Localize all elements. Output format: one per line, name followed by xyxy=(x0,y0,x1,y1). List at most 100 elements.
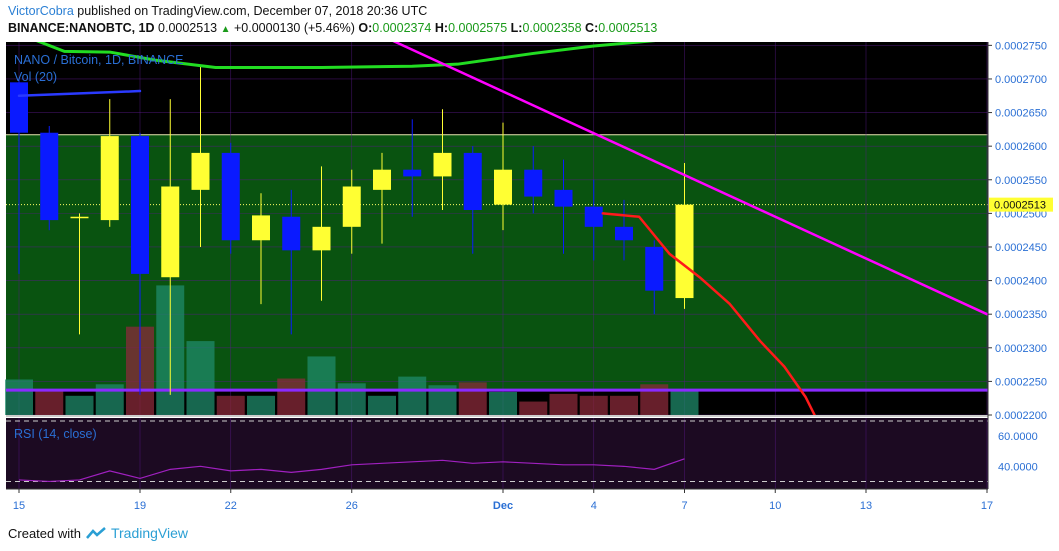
candle-body xyxy=(403,169,422,177)
time-tick-2: 22 xyxy=(225,500,237,512)
candle-20 xyxy=(615,199,633,261)
time-tick-5: 4 xyxy=(591,500,597,512)
candle-body xyxy=(252,215,270,241)
time-tick-7: 10 xyxy=(769,500,781,512)
symbol-ohlc-bar: BINANCE:NANOBTC, 1D 0.0002513 ▲ +0.00001… xyxy=(8,21,657,35)
candle-15 xyxy=(463,146,482,254)
volume-bar-9 xyxy=(277,378,306,415)
chart-title: NANO / Bitcoin, 1D, BINANCE xyxy=(14,53,184,67)
up-arrow-icon: ▲ xyxy=(220,24,231,35)
candle-10 xyxy=(312,166,331,301)
publish-info: VictorCobra published on TradingView.com… xyxy=(8,4,427,18)
open-label: O: xyxy=(358,21,373,35)
rsi-panel-bg xyxy=(6,418,988,489)
volume-bar-22 xyxy=(670,390,699,415)
time-tick-8: 13 xyxy=(860,500,872,512)
candle-4 xyxy=(131,132,149,395)
volume-bar-10 xyxy=(307,356,336,415)
candle-body xyxy=(463,152,482,211)
candle-22 xyxy=(675,162,694,309)
volume-bar-12 xyxy=(368,395,396,415)
blue-line xyxy=(17,89,142,98)
low-label: L: xyxy=(510,21,523,35)
volume-bar-20 xyxy=(610,395,638,415)
price-tick-9: 0.0002300 xyxy=(995,343,1047,355)
volume-bar-19 xyxy=(579,395,608,415)
volume-bar-18 xyxy=(549,393,578,415)
candle-5 xyxy=(161,99,180,395)
tradingview-brand[interactable]: TradingView xyxy=(110,525,189,541)
candle-19 xyxy=(584,179,603,261)
high-value: 0.0002575 xyxy=(448,21,508,35)
volume-bar-17 xyxy=(519,401,548,415)
candle-1 xyxy=(40,126,59,231)
price-tick-8: 0.0002350 xyxy=(995,309,1047,321)
price-tick-2: 0.0002650 xyxy=(995,108,1047,120)
volume-bar-16 xyxy=(489,391,517,415)
candle-body xyxy=(524,169,543,197)
last-price-badge-text: 0.0002513 xyxy=(994,200,1046,212)
candle-14 xyxy=(433,109,452,211)
volume-bar-7 xyxy=(216,395,245,415)
time-tick-3: 26 xyxy=(346,500,358,512)
volume-bar-8 xyxy=(247,395,275,415)
price-tick-6: 0.0002450 xyxy=(995,242,1047,254)
last-price-badge xyxy=(989,197,1053,212)
candle-body xyxy=(10,82,28,133)
price-tick-7: 0.0002400 xyxy=(995,276,1047,288)
time-tick-1: 19 xyxy=(134,500,146,512)
author-link[interactable]: VictorCobra xyxy=(8,4,74,18)
price-tick-4: 0.0002550 xyxy=(995,175,1047,187)
volume-bar-15 xyxy=(458,382,487,415)
volume-bar-13 xyxy=(398,376,427,415)
candle-body xyxy=(433,152,452,177)
symbol-label: BINANCE:NANOBTC, 1D xyxy=(8,21,155,35)
candle-body xyxy=(675,204,694,299)
candles xyxy=(10,65,694,395)
last-price: 0.0002513 xyxy=(158,21,218,35)
candle-body xyxy=(40,132,59,221)
volume-bar-0 xyxy=(5,379,33,415)
close-value: 0.0002513 xyxy=(598,21,658,35)
price-tick-0: 0.0002750 xyxy=(995,40,1047,52)
volume-bar-11 xyxy=(337,383,366,415)
green-moving-average xyxy=(36,42,655,70)
candle-body xyxy=(161,186,180,278)
candle-9 xyxy=(282,189,301,335)
descending-trend-line xyxy=(392,42,988,316)
candle-body xyxy=(282,216,301,251)
candle-11 xyxy=(342,169,361,254)
price-tick-10: 0.0002250 xyxy=(995,376,1047,388)
candle-18 xyxy=(554,159,573,254)
candle-body xyxy=(373,169,391,190)
low-value: 0.0002358 xyxy=(522,21,582,35)
price-tick-11: 0.0002200 xyxy=(995,410,1047,422)
price-tick-3: 0.0002600 xyxy=(995,141,1047,153)
candle-body xyxy=(312,226,331,251)
candle-body xyxy=(342,186,361,227)
rsi-line xyxy=(18,458,685,483)
rsi-label: RSI (14, close) xyxy=(14,427,97,441)
candle-body xyxy=(221,152,240,241)
time-tick-4: Dec xyxy=(493,500,513,512)
candle-body xyxy=(100,136,119,221)
price-change: +0.0000130 (+5.46%) xyxy=(233,21,355,35)
candle-3 xyxy=(100,99,119,227)
candle-16 xyxy=(494,122,512,231)
tradingview-logo-icon xyxy=(86,527,106,539)
candle-body xyxy=(645,246,664,291)
volume-bar-6 xyxy=(186,341,215,415)
candle-2 xyxy=(70,213,89,335)
close-label: C: xyxy=(585,21,599,35)
time-tick-0: 15 xyxy=(13,500,25,512)
time-tick-6: 7 xyxy=(681,500,687,512)
candle-12 xyxy=(373,152,391,244)
rsi-tick-0: 60.0000 xyxy=(998,431,1038,443)
candle-21 xyxy=(645,240,664,315)
price-tick-1: 0.0002700 xyxy=(995,74,1047,86)
created-with-text: Created with xyxy=(8,525,81,541)
candle-6 xyxy=(191,65,210,247)
candle-body xyxy=(131,136,149,274)
time-tick-9: 17 xyxy=(981,500,993,512)
